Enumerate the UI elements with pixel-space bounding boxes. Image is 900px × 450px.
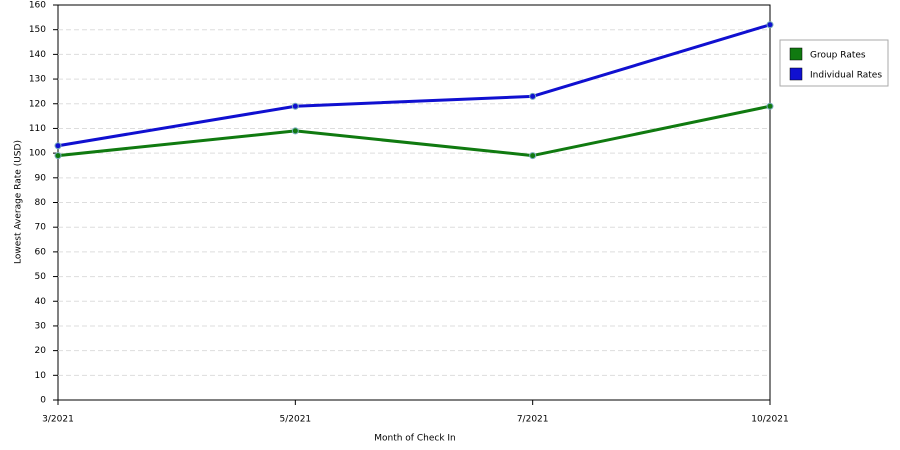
x-axis-label: Month of Check In xyxy=(374,434,456,444)
data-point xyxy=(529,152,537,160)
y-tick-label: 80 xyxy=(35,198,47,208)
y-tick-label: 60 xyxy=(35,247,47,257)
y-tick-label: 70 xyxy=(35,223,47,233)
series-line xyxy=(57,104,771,158)
data-point xyxy=(291,127,299,135)
legend-swatch xyxy=(789,67,803,81)
x-tick-label: 10/2021 xyxy=(751,415,788,425)
data-point xyxy=(291,102,299,110)
y-tick-label: 40 xyxy=(35,297,47,307)
data-point xyxy=(54,152,62,160)
y-tick-label: 130 xyxy=(29,75,46,85)
y-tick-label: 140 xyxy=(29,50,46,60)
y-tick-label: 30 xyxy=(35,321,47,331)
legend-label: Individual Rates xyxy=(810,71,882,81)
y-tick-label: 110 xyxy=(29,124,46,134)
y-tick-label: 10 xyxy=(35,371,47,381)
y-tick-label: 90 xyxy=(35,173,47,183)
x-tick-label: 3/2021 xyxy=(42,415,74,425)
series-line xyxy=(57,23,771,148)
y-tick-label: 160 xyxy=(29,1,46,11)
data-point xyxy=(54,142,62,150)
y-tick-label: 20 xyxy=(35,346,47,356)
y-axis-label: Lowest Average Rate (USD) xyxy=(14,140,24,264)
x-tick-label: 5/2021 xyxy=(279,415,311,425)
data-point xyxy=(529,92,537,100)
y-tick-label: 0 xyxy=(40,396,46,406)
y-tick-label: 120 xyxy=(29,99,46,109)
data-point xyxy=(766,21,774,29)
y-tick-label: 100 xyxy=(29,149,46,159)
legend-label: Group Rates xyxy=(810,51,866,61)
y-tick-label: 150 xyxy=(29,25,46,35)
x-tick-label: 7/2021 xyxy=(517,415,549,425)
legend-swatch xyxy=(789,47,803,61)
y-tick-label: 50 xyxy=(35,272,47,282)
data-point xyxy=(766,102,774,110)
